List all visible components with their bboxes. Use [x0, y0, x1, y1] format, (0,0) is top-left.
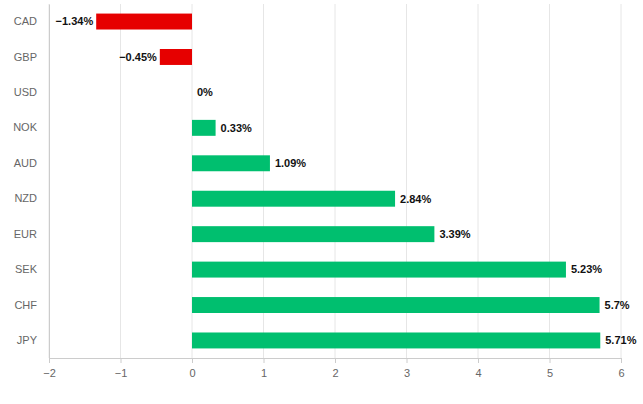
x-tick: 1	[261, 358, 267, 379]
x-tick: 4	[475, 358, 481, 379]
x-tick-label: 5	[547, 367, 553, 379]
data-label: 3.39%	[439, 228, 470, 240]
y-tick: NZD	[14, 192, 49, 204]
x-tick-mark	[335, 358, 336, 363]
x-tick-label: 6	[618, 367, 624, 379]
y-tick: JPY	[17, 334, 49, 346]
y-tick: EUR	[14, 228, 49, 240]
y-tick: USD	[14, 86, 49, 98]
bar	[192, 297, 600, 313]
data-label: 5.23%	[571, 263, 602, 275]
x-tick: 3	[404, 358, 410, 379]
y-tick: CAD	[14, 15, 49, 27]
x-tick-mark	[192, 358, 193, 363]
data-label: 5.7%	[605, 299, 630, 311]
y-tick-label: AUD	[14, 157, 37, 169]
x-tick-mark	[121, 358, 122, 363]
x-tick: −2	[43, 358, 56, 379]
x-tick: 5	[547, 358, 553, 379]
bar	[192, 191, 395, 207]
bar	[192, 262, 566, 278]
x-tick-label: 4	[475, 367, 481, 379]
x-tick-mark	[407, 358, 408, 363]
x-tick: 2	[332, 358, 338, 379]
bars	[96, 14, 600, 349]
x-tick: 0	[189, 358, 195, 379]
y-tick: NOK	[13, 121, 49, 133]
y-tick: SEK	[15, 263, 49, 275]
x-tick-label: 1	[261, 367, 267, 379]
data-label: 0.33%	[221, 122, 252, 134]
x-tick-mark	[621, 358, 622, 363]
grid	[49, 4, 621, 358]
bar	[192, 226, 434, 242]
data-label: 1.09%	[275, 157, 306, 169]
bar	[192, 332, 600, 348]
y-tick-label: GBP	[14, 50, 37, 62]
y-axis: CAD GBP USD NOK AUD NZD EUR SEK CHF JPY	[13, 5, 49, 359]
x-tick-mark	[478, 358, 479, 363]
bar	[192, 120, 216, 136]
data-labels: −1.34% −0.45% 0% 0.33% 1.09% 2.84% 3.39% 5.23% 5…	[56, 15, 637, 346]
bar	[96, 14, 192, 30]
grid-line	[49, 4, 50, 358]
x-axis-line	[50, 359, 622, 364]
bar	[160, 49, 192, 65]
x-tick: 6	[618, 358, 624, 379]
x-tick-mark	[550, 358, 551, 363]
y-tick: AUD	[14, 157, 49, 169]
data-label: 5.71%	[605, 334, 636, 346]
x-tick-mark	[264, 358, 265, 363]
x-tick-label: −1	[115, 367, 128, 379]
data-label: −1.34%	[56, 15, 94, 27]
data-label: 2.84%	[400, 193, 431, 205]
x-tick: −1	[115, 358, 128, 379]
y-axis-line	[49, 5, 50, 359]
y-tick-label: SEK	[15, 263, 38, 275]
y-tick-label: CHF	[14, 299, 37, 311]
y-tick: GBP	[14, 50, 49, 62]
x-tick-label: 0	[189, 367, 195, 379]
x-axis: −2 −1 0 1 2 3 4 5 6	[43, 358, 624, 379]
x-tick-label: 3	[404, 367, 410, 379]
data-label: −0.45%	[119, 51, 157, 63]
bar	[192, 155, 270, 171]
x-tick-mark	[49, 358, 50, 363]
chart: −2 −1 0 1 2 3 4 5 6 CAD GBP USD NOK AUD NZD EUR SEK CHF JP…	[0, 0, 643, 404]
y-tick-label: NZD	[14, 192, 37, 204]
x-tick-label: 2	[332, 367, 338, 379]
bar	[192, 84, 193, 100]
y-tick-label: JPY	[17, 334, 38, 346]
y-tick-label: USD	[14, 86, 37, 98]
y-tick-label: NOK	[13, 121, 38, 133]
y-tick-label: CAD	[14, 15, 37, 27]
x-tick-label: −2	[43, 367, 56, 379]
y-tick: CHF	[14, 299, 49, 311]
data-label: 0%	[197, 86, 213, 98]
y-tick-label: EUR	[14, 228, 37, 240]
